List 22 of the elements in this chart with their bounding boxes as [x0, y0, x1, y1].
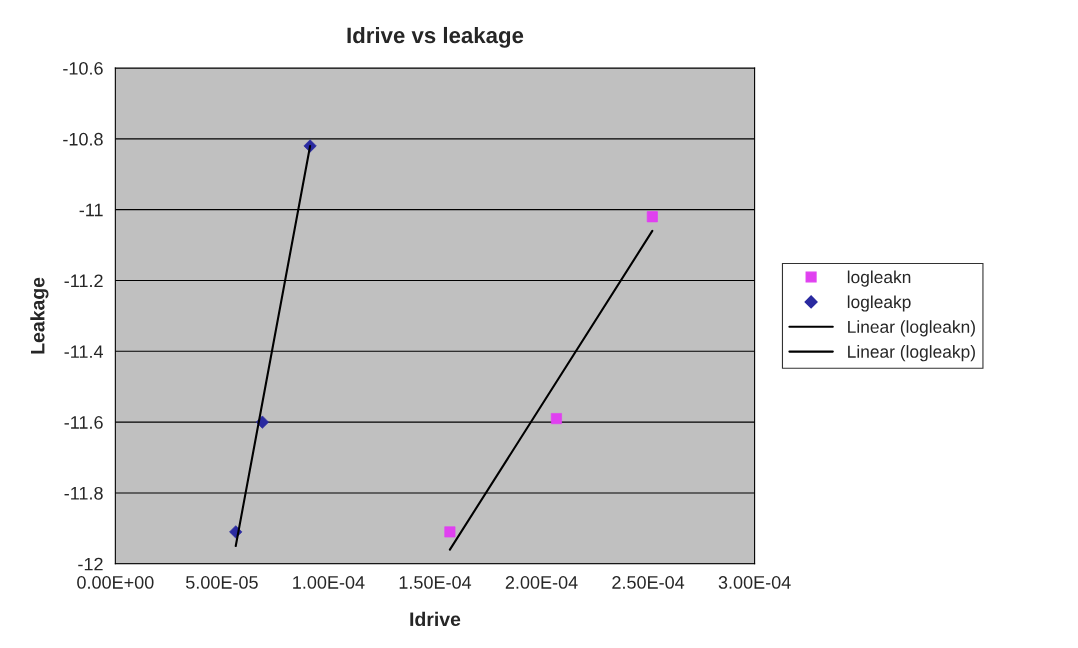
y-tick-label: -11 — [79, 203, 103, 217]
legend-label: Linear (logleakn) — [848, 320, 975, 337]
y-tick-label: -11.6 — [64, 416, 103, 429]
x-tick-label: 2.00E-04 — [505, 576, 578, 589]
x-tick-label: 2.50E-04 — [612, 576, 685, 589]
x-axis-title: Idrive — [410, 611, 461, 627]
chart-title: Idrive vs leakage — [347, 26, 524, 48]
y-tick-label: -10.6 — [63, 61, 103, 75]
legend-label: logleakp — [847, 295, 911, 312]
legend-label: logleakn — [847, 270, 911, 287]
legend-label: Linear (logleakp) — [848, 345, 975, 362]
x-tick-label: 0.00E+00 — [77, 576, 154, 589]
y-tick-label: -11.2 — [64, 274, 103, 288]
y-tick-label: -11.4 — [64, 345, 104, 358]
x-tick-label: 3.00E-04 — [718, 576, 791, 589]
x-tick-label: 5.00E-05 — [185, 576, 258, 589]
y-tick-label: -12 — [78, 557, 103, 571]
y-axis-title: Leakage — [30, 277, 49, 354]
y-tick-label: -11.8 — [64, 486, 103, 500]
y-tick-label: -10.8 — [63, 132, 103, 146]
x-tick-label: 1.50E-04 — [399, 576, 472, 589]
x-tick-label: 1.00E-04 — [293, 576, 365, 589]
